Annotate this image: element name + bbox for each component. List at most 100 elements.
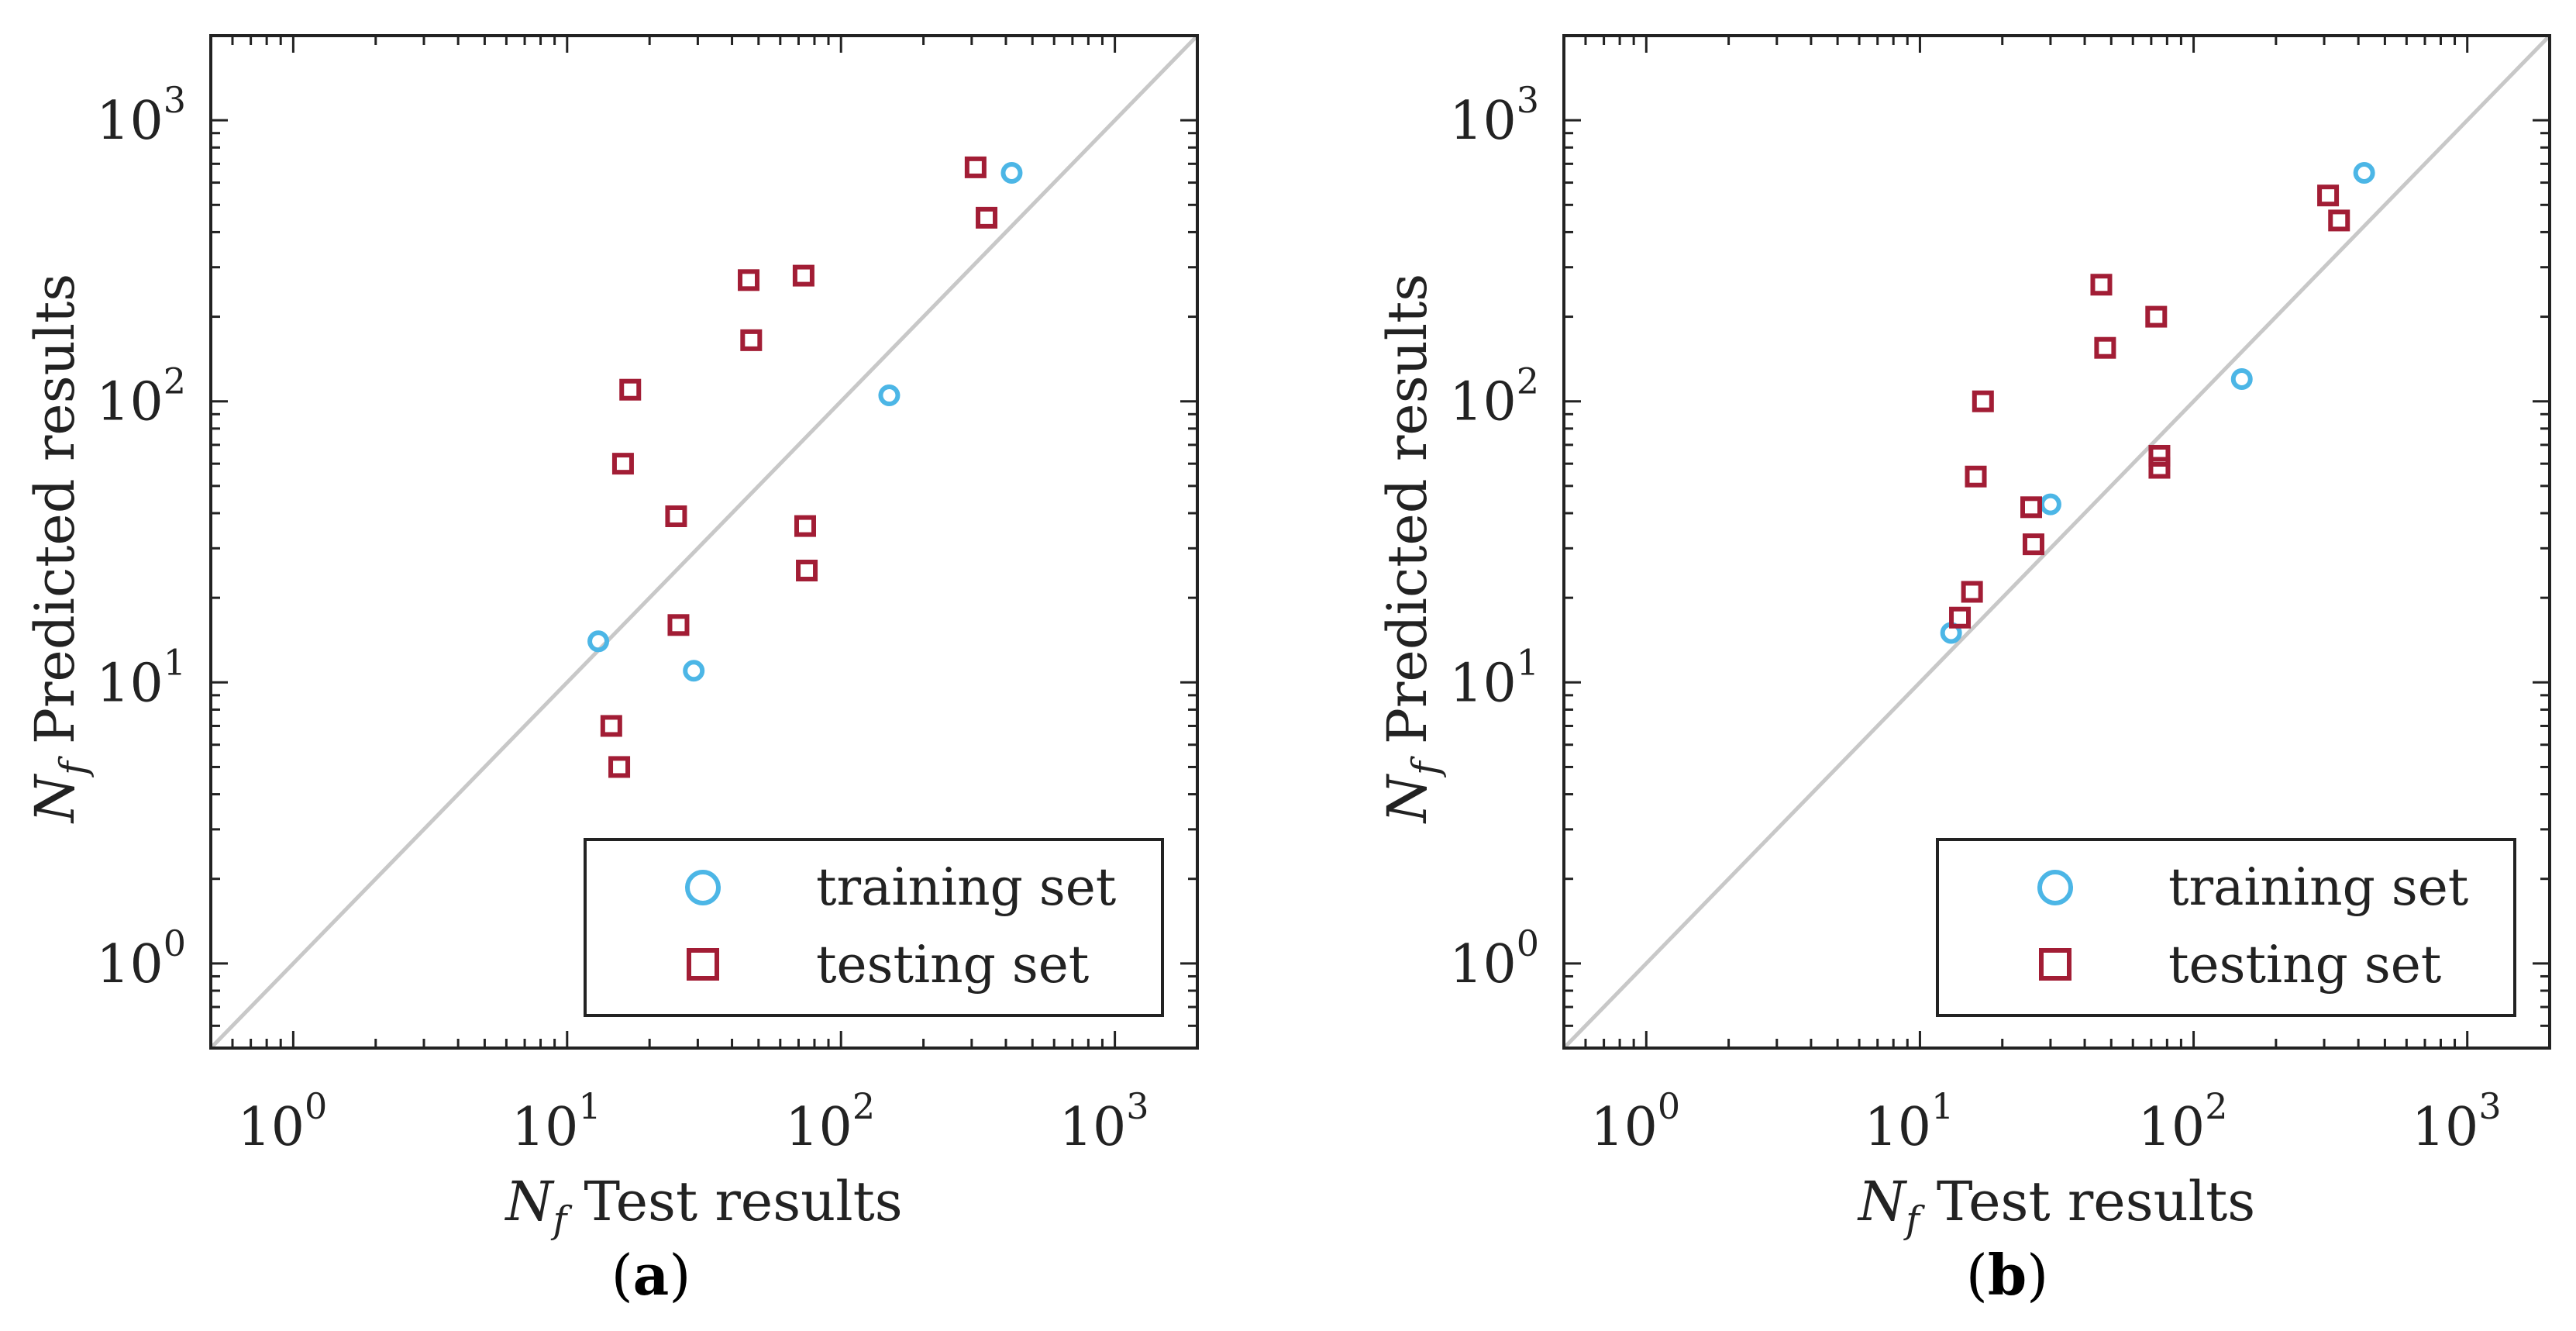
training-point	[683, 660, 705, 682]
y-tick-label: 101	[1449, 641, 1539, 714]
panel-label-close: )	[2027, 1243, 2048, 1308]
tick-base: 10	[1449, 91, 1517, 152]
tick-base: 10	[511, 1097, 579, 1158]
legend-testing-marker	[2039, 948, 2071, 981]
y-axis-label: Nf Predicted results	[1376, 274, 1448, 824]
panel-label: (a)	[611, 1242, 691, 1308]
legend: training set testing set	[584, 838, 1164, 1017]
reference-line	[1564, 36, 2550, 1048]
tick-exponent: 1	[1931, 1085, 1954, 1127]
testing-point	[796, 560, 818, 582]
x-tick-label: 100	[1590, 1085, 1680, 1158]
testing-point	[611, 453, 634, 475]
tick-base: 10	[237, 1097, 305, 1158]
tick-exponent: 1	[164, 641, 186, 683]
y-tick-label: 100	[96, 922, 186, 995]
tick-exponent: 2	[852, 1085, 875, 1127]
testing-point	[2094, 336, 2116, 359]
x-tick-label: 103	[1059, 1085, 1149, 1158]
y-tick-label: 101	[96, 641, 186, 714]
tick-base: 10	[1865, 1097, 1932, 1158]
testing-series	[1949, 184, 2350, 629]
training-point	[1000, 161, 1023, 184]
testing-point	[2148, 444, 2171, 467]
testing-point	[794, 515, 816, 537]
testing-point	[1972, 390, 1994, 412]
testing-point	[792, 264, 814, 287]
tick-exponent: 2	[2205, 1085, 2227, 1127]
testing-point	[976, 206, 998, 229]
tick-exponent: 0	[1517, 922, 1539, 964]
training-point	[2353, 161, 2375, 184]
x-tick-label: 103	[2412, 1085, 2502, 1158]
legend-training-marker	[685, 870, 721, 905]
legend-testing-label: testing set	[2168, 935, 2441, 995]
tick-exponent: 3	[1126, 1085, 1149, 1127]
testing-point	[665, 505, 687, 527]
testing-point	[2317, 184, 2340, 207]
tick-exponent: 3	[164, 79, 186, 121]
x-axis-label: Nf Test results	[1857, 1170, 2255, 1242]
y-axis-text: Predicted results	[1376, 274, 1439, 744]
testing-point	[2328, 209, 2350, 232]
tick-exponent: 0	[1658, 1085, 1680, 1127]
testing-point	[1949, 606, 1972, 629]
x-axis-variable: N	[1857, 1170, 1908, 1233]
legend-training-label: training set	[816, 857, 1116, 917]
reference-line	[211, 36, 1197, 1048]
testing-point	[1965, 465, 1987, 488]
training-point	[2039, 493, 2061, 516]
y-tick-label: 103	[96, 79, 186, 152]
ticks	[209, 34, 1199, 1050]
x-axis-label: Nf Test results	[504, 1170, 902, 1242]
y-axis-variable: N	[1376, 773, 1439, 824]
legend-training-label: training set	[2168, 857, 2468, 917]
legend-testing-label: testing set	[816, 935, 1089, 995]
panel-label-open: (	[611, 1243, 633, 1308]
x-axis-subscript: f	[1903, 1198, 1925, 1242]
tick-exponent: 2	[1517, 360, 1539, 402]
tick-exponent: 1	[578, 1085, 601, 1127]
tick-base: 10	[1449, 372, 1517, 433]
testing-point	[1961, 581, 1983, 603]
y-tick-label: 102	[1449, 360, 1539, 433]
tick-base: 10	[1449, 653, 1517, 714]
x-tick-label: 101	[1865, 1085, 1954, 1158]
legend-box	[1936, 838, 2516, 1017]
tick-base: 10	[96, 934, 164, 995]
x-axis-text: Test results	[584, 1170, 902, 1233]
testing-point	[738, 269, 760, 291]
testing-point	[2022, 533, 2044, 556]
tick-base: 10	[1059, 1097, 1127, 1158]
x-axis-variable: N	[504, 1170, 555, 1233]
y-axis-label: Nf Predicted results	[23, 274, 95, 824]
legend-testing-marker	[687, 948, 719, 981]
tick-base: 10	[96, 653, 164, 714]
axes-frame	[209, 34, 1199, 1050]
training-point	[878, 384, 901, 407]
y-tick-label: 103	[1449, 79, 1539, 152]
testing-point	[2148, 457, 2171, 479]
tick-base: 10	[1590, 1097, 1658, 1158]
tick-base: 10	[1449, 934, 1517, 995]
panel-label-open: (	[1966, 1243, 1988, 1308]
x-tick-label: 101	[511, 1085, 601, 1158]
testing-point	[608, 756, 631, 778]
x-axis-subscript: f	[551, 1198, 573, 1242]
tick-base: 10	[2138, 1097, 2206, 1158]
y-axis-text: Predicted results	[23, 274, 87, 744]
y-axis-variable: N	[23, 773, 87, 824]
training-series	[1940, 161, 2375, 644]
x-axis-text: Test results	[1937, 1170, 2255, 1233]
testing-point	[2020, 496, 2042, 519]
panel-label-close: )	[669, 1243, 690, 1308]
tick-exponent: 3	[2478, 1085, 2501, 1127]
tick-exponent: 3	[1517, 79, 1539, 121]
tick-base: 10	[2412, 1097, 2479, 1158]
y-axis-subscript: f	[52, 756, 95, 778]
tick-exponent: 0	[305, 1085, 327, 1127]
testing-point	[2145, 305, 2168, 328]
testing-point	[964, 156, 987, 178]
